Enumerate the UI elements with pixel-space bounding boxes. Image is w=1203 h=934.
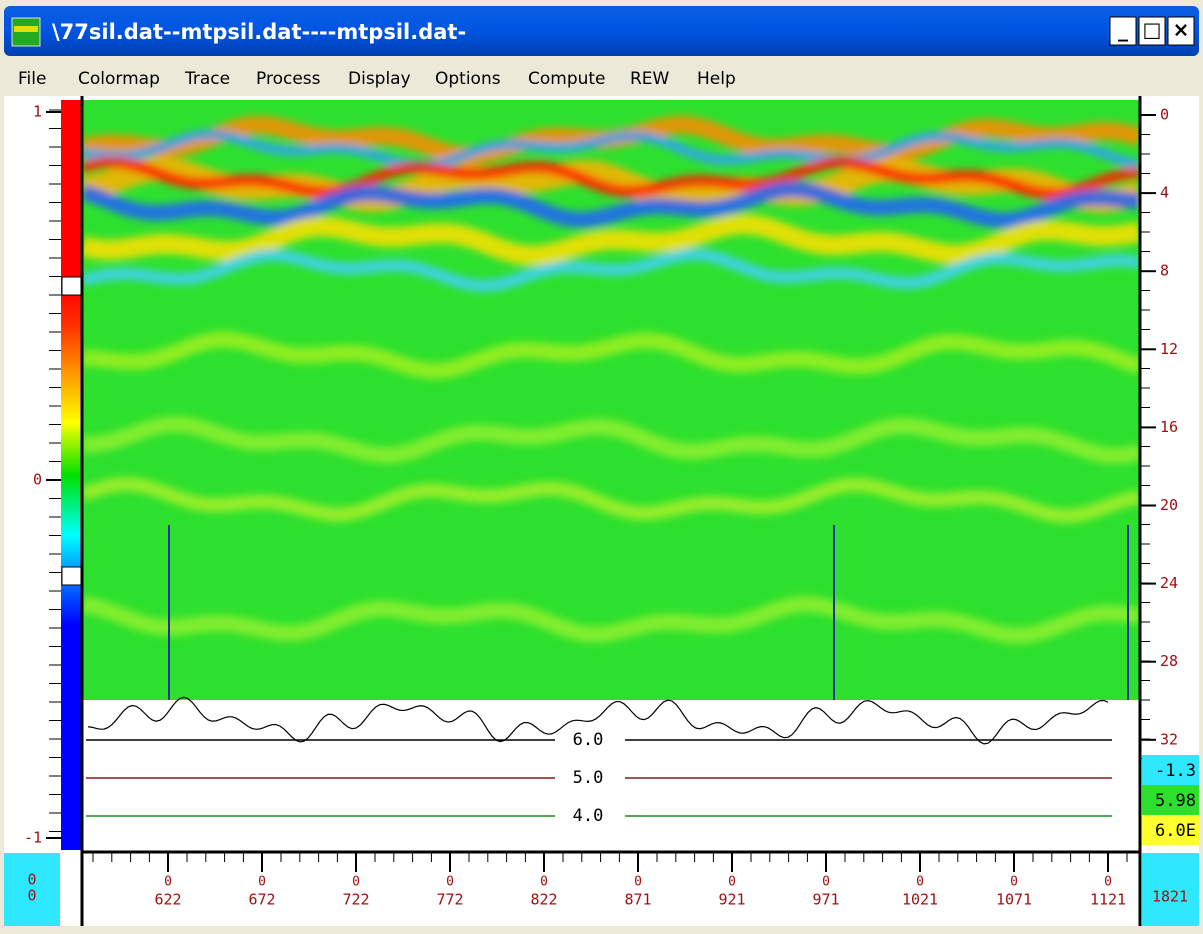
- scale-label: -1: [24, 829, 42, 847]
- trace-tick-cap: 0: [634, 875, 642, 890]
- menu-item[interactable]: File: [18, 69, 46, 89]
- color-scale: [61, 100, 82, 850]
- trace-tick-cap: 0: [164, 875, 172, 890]
- status-value: -1.3: [1155, 761, 1196, 781]
- depth-label: 16: [1160, 418, 1178, 436]
- scale-label: 0: [33, 471, 42, 489]
- depth-label: 12: [1160, 340, 1178, 358]
- scale-label: 1: [33, 103, 42, 121]
- trace-tick-cap: 0: [258, 875, 266, 890]
- trace-label: 921: [718, 891, 745, 909]
- scale-handle[interactable]: [62, 567, 81, 585]
- radargram: [83, 100, 1140, 700]
- trace-label: 1121: [1090, 891, 1126, 909]
- window-button-label: ×: [1173, 18, 1190, 42]
- trace-label: 722: [342, 891, 369, 909]
- left-box-label: 0: [27, 887, 36, 905]
- menu-item[interactable]: Trace: [184, 69, 230, 89]
- trace-tick-cap: 0: [446, 875, 454, 890]
- app-icon-band: [14, 26, 38, 32]
- status-value: 6.0E: [1155, 821, 1196, 841]
- window-button-label: □: [1143, 18, 1162, 42]
- depth-label: 32: [1160, 730, 1178, 748]
- depth-label: 24: [1160, 574, 1178, 592]
- menu-item[interactable]: REW: [630, 69, 670, 89]
- trace-label: 1021: [902, 891, 938, 909]
- menu-item[interactable]: Display: [348, 69, 411, 89]
- trace-tick-cap: 0: [352, 875, 360, 890]
- scale-handle[interactable]: [62, 277, 81, 295]
- menu-item[interactable]: Options: [435, 69, 501, 89]
- menu-item[interactable]: Process: [256, 69, 321, 89]
- window-button-label: _: [1118, 18, 1128, 42]
- depth-label: 0: [1160, 106, 1169, 124]
- menu-item[interactable]: Compute: [528, 69, 606, 89]
- window-title: \77sil.dat--mtpsil.dat----mtpsil.dat-: [52, 20, 466, 44]
- trace-tick-cap: 0: [916, 875, 924, 890]
- trace-label: 822: [530, 891, 557, 909]
- depth-label: 20: [1160, 496, 1178, 514]
- status-value: 5.98: [1155, 791, 1196, 811]
- trace-line-label: 6.0: [573, 730, 604, 750]
- trace-tick-cap: 0: [822, 875, 830, 890]
- menu-item[interactable]: Colormap: [78, 69, 160, 89]
- trace-label: 672: [248, 891, 275, 909]
- trace-tick-cap: 0: [1010, 875, 1018, 890]
- trace-label: 871: [624, 891, 651, 909]
- depth-label: 28: [1160, 652, 1178, 670]
- window: \77sil.dat--mtpsil.dat----mtpsil.dat- _ □…: [0, 0, 1203, 930]
- trace-label: 971: [812, 891, 839, 909]
- trace-label: 772: [436, 891, 463, 909]
- trace-tick-cap: 0: [1104, 875, 1112, 890]
- trace-line-label: 4.0: [573, 806, 604, 826]
- trace-label: 622: [154, 891, 181, 909]
- trace-line-label: 5.0: [573, 768, 604, 788]
- right-box-label: 1821: [1152, 888, 1188, 906]
- trace-label: 1071: [996, 891, 1032, 909]
- menu-item[interactable]: Help: [697, 69, 736, 89]
- depth-label: 8: [1160, 262, 1169, 280]
- trace-tick-cap: 0: [540, 875, 548, 890]
- trace-tick-cap: 0: [728, 875, 736, 890]
- depth-label: 4: [1160, 184, 1169, 202]
